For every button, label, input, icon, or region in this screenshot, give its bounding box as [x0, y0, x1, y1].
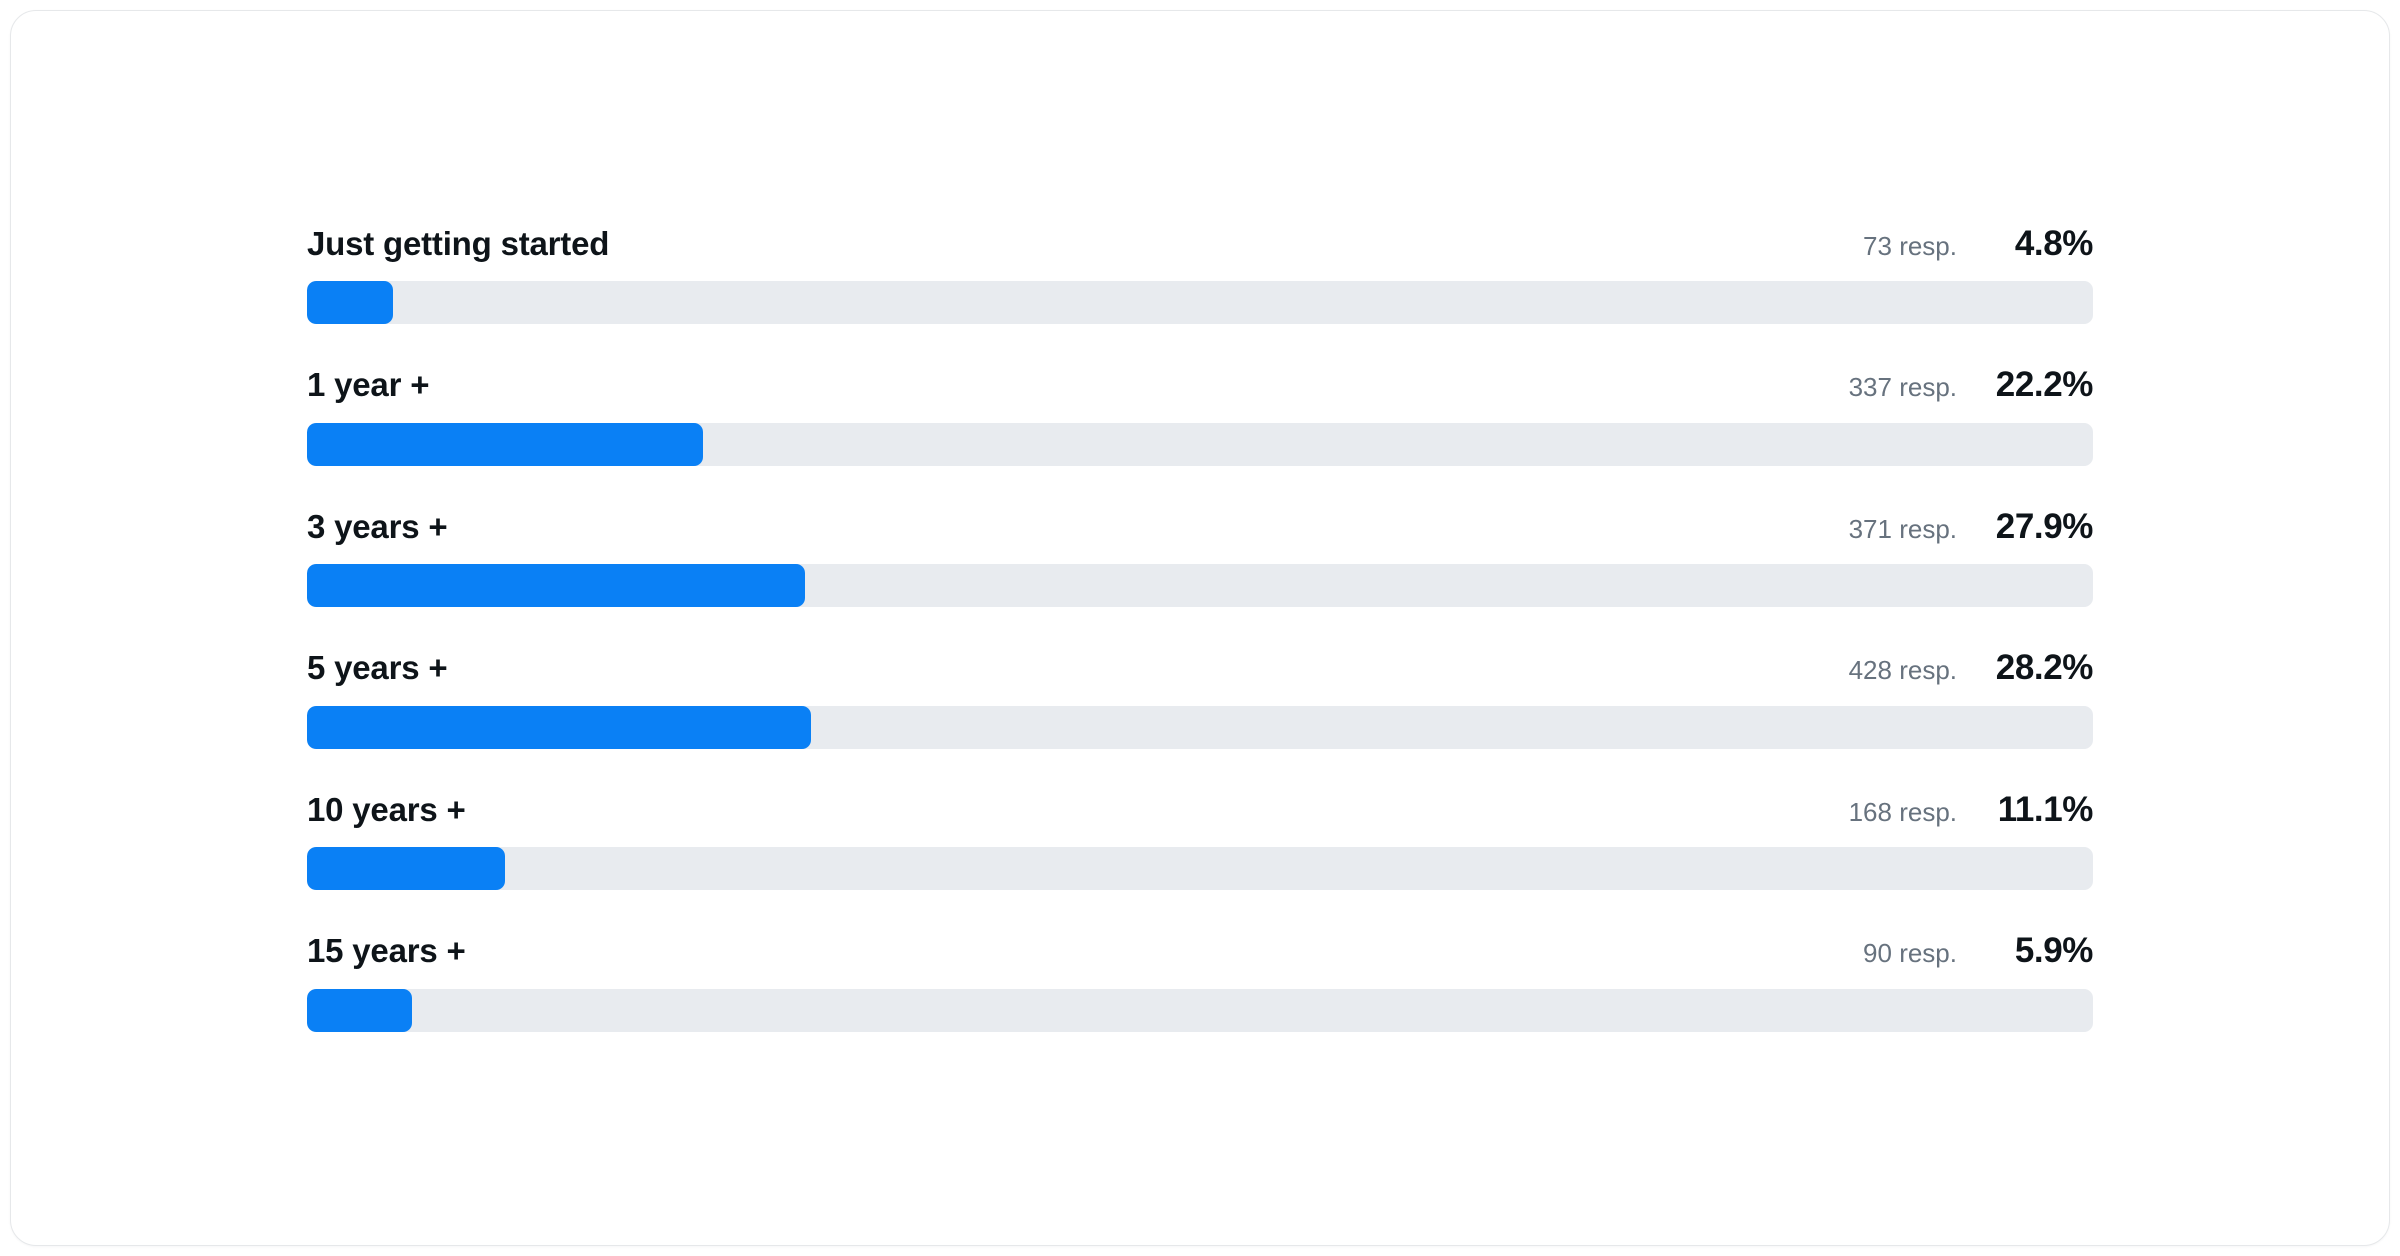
- result-bar-fill: [307, 281, 393, 324]
- result-bar-track: [307, 564, 2093, 607]
- result-row-response-count: 337 resp.: [1848, 372, 1957, 402]
- result-row-stats: 337 resp. 22.2%: [1848, 365, 2094, 405]
- result-row-response-count: 371 resp.: [1848, 513, 1957, 544]
- result-row-percentage: 4.8%: [2014, 223, 2094, 263]
- result-row-header: Just getting started 73 resp. 4.8%: [307, 223, 2094, 264]
- result-row-header: 1 year + 337 resp. 22.2%: [307, 365, 2094, 405]
- result-row-stats: 73 resp. 4.8%: [1863, 223, 2094, 264]
- result-row: Just getting started 73 resp. 4.8%: [307, 223, 2094, 324]
- result-row-stats: 168 resp. 11.1%: [1848, 789, 2094, 830]
- result-row-label: 15 years +: [307, 932, 466, 969]
- result-row-percentage: 22.2%: [1995, 365, 2094, 404]
- result-row-label: 3 years +: [307, 507, 448, 545]
- result-row-response-count: 90 resp.: [1863, 938, 1957, 968]
- result-row: 15 years + 90 resp. 5.9%: [307, 931, 2094, 1032]
- result-row-percentage: 11.1%: [1997, 789, 2094, 829]
- result-bar-fill: [307, 988, 413, 1032]
- result-row-percentage: 28.2%: [1995, 648, 2094, 687]
- result-row-header: 3 years + 371 resp. 27.9%: [307, 506, 2094, 547]
- result-row-response-count: 168 resp.: [1848, 796, 1957, 827]
- result-bar-fill: [307, 847, 506, 890]
- result-row-response-count: 73 resp.: [1863, 230, 1957, 261]
- result-row-stats: 428 resp. 28.2%: [1848, 648, 2094, 688]
- result-bar-track: [307, 847, 2093, 890]
- result-bar-track: [307, 705, 2093, 749]
- result-row: 10 years + 168 resp. 11.1%: [307, 789, 2094, 890]
- result-row-stats: 371 resp. 27.9%: [1848, 506, 2094, 547]
- result-row-label: Just getting started: [307, 224, 610, 262]
- result-bar-fill: [307, 705, 811, 749]
- result-row-stats: 90 resp. 5.9%: [1863, 931, 2094, 971]
- result-row-header: 5 years + 428 resp. 28.2%: [307, 648, 2094, 688]
- result-row-percentage: 5.9%: [2014, 931, 2094, 970]
- result-row-label: 5 years +: [307, 649, 448, 686]
- result-row: 1 year + 337 resp. 22.2%: [307, 365, 2094, 466]
- result-bar-fill: [307, 422, 704, 466]
- result-bar-track: [307, 988, 2093, 1032]
- result-row-label: 10 years +: [307, 790, 466, 828]
- result-row: 5 years + 428 resp. 28.2%: [307, 648, 2094, 749]
- result-row-response-count: 428 resp.: [1848, 655, 1957, 685]
- result-bar-track: [307, 281, 2093, 324]
- result-row-header: 10 years + 168 resp. 11.1%: [307, 789, 2094, 830]
- result-bar-track: [307, 422, 2093, 466]
- result-row: 3 years + 371 resp. 27.9%: [307, 506, 2094, 607]
- survey-results-card: Just getting started 73 resp. 4.8% 1 yea…: [10, 10, 2390, 1246]
- result-row-percentage: 27.9%: [1995, 506, 2094, 546]
- result-bar-fill: [307, 564, 806, 607]
- survey-results-list: Just getting started 73 resp. 4.8% 1 yea…: [307, 223, 2094, 1032]
- result-row-label: 1 year +: [307, 366, 430, 403]
- result-row-header: 15 years + 90 resp. 5.9%: [307, 931, 2094, 971]
